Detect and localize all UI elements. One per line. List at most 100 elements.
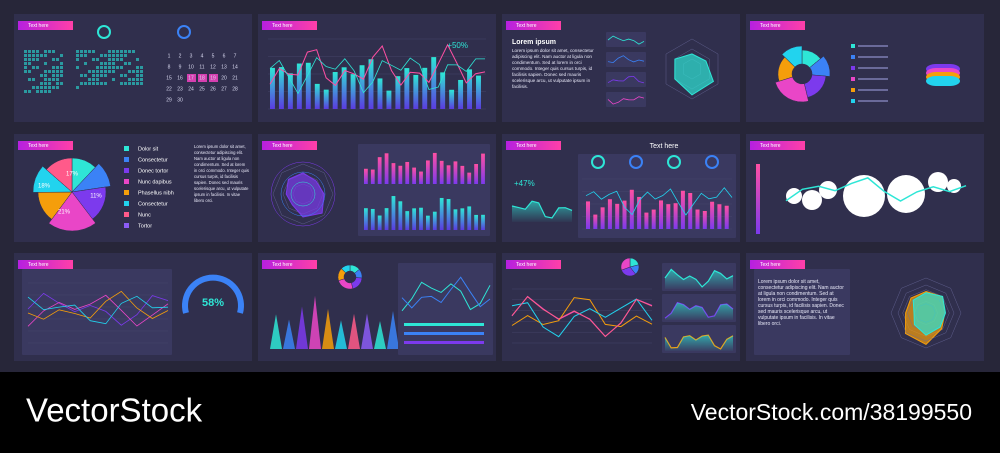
calendar-day: 15 [166, 75, 172, 81]
bar [426, 160, 430, 184]
map-dot [140, 82, 143, 85]
map-dot [116, 66, 119, 69]
map-dot [112, 62, 115, 65]
map-dot [76, 66, 79, 69]
map-dot [108, 58, 111, 61]
line [585, 187, 733, 216]
map-dot [124, 74, 127, 77]
map-dot [128, 78, 131, 81]
map-dot [116, 54, 119, 57]
map-dot [60, 66, 63, 69]
paragraph-box: Lorem ipsum dolor sit amet, consectetur … [512, 48, 594, 89]
legend-bar [858, 56, 888, 58]
pie-slice [341, 264, 351, 274]
tag-label: Text here [28, 262, 49, 268]
triangle [361, 313, 373, 349]
cylinder-layer [926, 76, 960, 86]
legend-swatch [124, 223, 129, 228]
area [512, 201, 572, 222]
line [27, 294, 169, 327]
map-dot [128, 70, 131, 73]
legend-bar [858, 67, 888, 69]
bar [323, 89, 329, 109]
map-dot [112, 50, 115, 53]
map-dot [32, 86, 35, 89]
map-dot [136, 70, 139, 73]
bar [644, 212, 649, 229]
map-dot [36, 86, 39, 89]
legend-swatch [124, 146, 129, 151]
calendar-day: 24 [188, 86, 194, 92]
bar [440, 72, 446, 109]
legend-label: Tortor [138, 223, 152, 229]
map-dot [124, 50, 127, 53]
map-dot [96, 82, 99, 85]
tag [262, 141, 317, 150]
legend-label: Consectetur [138, 201, 168, 207]
panel [754, 269, 850, 355]
line [269, 56, 485, 95]
map-dot [76, 54, 79, 57]
map-dot [24, 90, 27, 93]
map-dot [88, 50, 91, 53]
bar [453, 161, 458, 184]
legend-swatch [851, 44, 855, 48]
map-dot [24, 62, 27, 65]
map-dot [40, 54, 43, 57]
map-dot [44, 54, 47, 57]
map-dot [104, 70, 107, 73]
legend-label: Consectetur [138, 157, 168, 163]
bar [637, 196, 642, 229]
map-dot [136, 66, 139, 69]
bar [651, 209, 656, 229]
map-dot [112, 78, 115, 81]
map-dot [32, 54, 35, 57]
bar [474, 164, 479, 184]
gauge-value: 58% [202, 297, 224, 309]
kpi-ring [97, 25, 111, 39]
map-dot [136, 74, 139, 77]
bar [615, 203, 620, 229]
map-dot [48, 86, 51, 89]
map-dot [104, 54, 107, 57]
radar-circle [270, 161, 336, 227]
bubble [928, 172, 948, 192]
pie-slice [781, 45, 803, 68]
map-dot [120, 54, 123, 57]
map-dot [80, 50, 83, 53]
tag [18, 141, 73, 150]
map-dot [36, 90, 39, 93]
bar [398, 201, 403, 230]
bar [287, 73, 293, 109]
map-dot [52, 74, 55, 77]
tag [750, 141, 805, 150]
map-dot [40, 82, 43, 85]
bar [384, 208, 389, 230]
legend-swatch [124, 190, 129, 195]
map-dot [40, 90, 43, 93]
radar-ring [890, 277, 962, 349]
calendar-day: 1 [168, 53, 171, 59]
tag [506, 21, 561, 30]
bar [688, 192, 693, 229]
tag [18, 260, 73, 269]
footer [0, 372, 1000, 453]
bar [413, 74, 419, 109]
map-dot [140, 74, 143, 77]
bar [377, 157, 382, 184]
map-dot [100, 54, 103, 57]
map-dot [84, 62, 87, 65]
area [665, 335, 733, 351]
map-dot [136, 58, 139, 61]
calendar-day: 2 [179, 53, 182, 59]
bar [460, 208, 465, 230]
bar [446, 199, 451, 230]
triangle [348, 313, 360, 349]
triangle [335, 320, 347, 349]
bar [364, 168, 368, 184]
map-dot [132, 78, 135, 81]
line [607, 75, 645, 84]
map-dot [92, 58, 95, 61]
